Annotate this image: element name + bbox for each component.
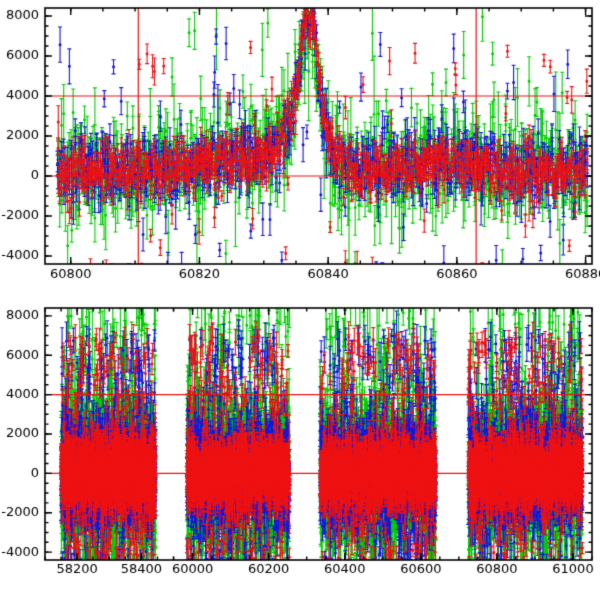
light-curve-figure bbox=[0, 0, 600, 600]
light-curves-canvas bbox=[0, 0, 600, 600]
